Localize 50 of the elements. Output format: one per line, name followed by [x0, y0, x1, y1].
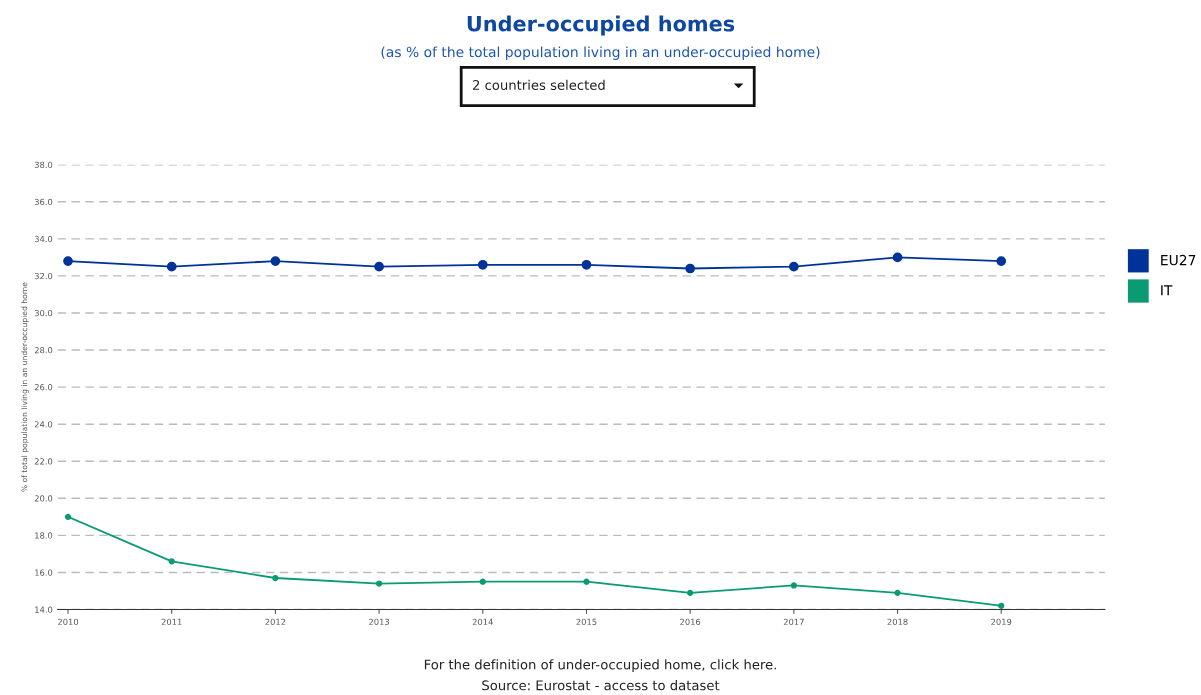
y-tick-label: 14.0	[35, 606, 53, 613]
point	[477, 259, 488, 270]
y-tick-label: 26.0	[34, 384, 53, 391]
point	[272, 574, 279, 582]
point	[581, 259, 592, 270]
point	[685, 263, 696, 274]
point	[892, 252, 903, 263]
y-tick-label: 18.0	[35, 532, 53, 539]
x-tick-label: 2017	[783, 618, 804, 625]
point	[790, 582, 797, 589]
x-tick-label: 2012	[265, 618, 286, 625]
y-tick-label: 16.0	[35, 569, 53, 576]
x-tick-label: 2010	[58, 618, 79, 625]
x-tick-label: 2015	[576, 618, 597, 625]
x-tick-label: 2013	[369, 618, 390, 625]
point	[998, 602, 1005, 609]
point	[374, 261, 384, 272]
point	[375, 580, 383, 587]
point	[479, 578, 486, 585]
y-tick-label: 22.0	[34, 458, 53, 465]
y-tick-label: 28.0	[34, 347, 53, 354]
point	[270, 256, 281, 266]
point	[687, 589, 694, 596]
y-tick-label: 32.0	[34, 272, 53, 280]
x-tick-label: 2014	[472, 618, 493, 625]
x-tick-label: 2018	[887, 618, 908, 625]
text: 2 countries selected	[472, 79, 605, 91]
point	[583, 578, 590, 585]
chart-title: Under-occupied homes	[467, 15, 735, 36]
point	[168, 558, 175, 565]
legend-label: IT	[1161, 285, 1173, 296]
point	[788, 261, 799, 272]
y-tick-label: 24.0	[34, 421, 53, 428]
y-tick-label: 38.0	[34, 161, 53, 168]
point	[63, 256, 73, 266]
point	[64, 513, 72, 520]
chart-subtitle: (as % of the total population living in an under-occupied home)	[381, 46, 820, 60]
point	[894, 589, 901, 596]
x-tick-label: 2016	[680, 618, 701, 625]
point	[166, 261, 177, 272]
text: For the definition of under-occupied home, click here.	[424, 659, 776, 673]
y-tick-label: 20.0	[34, 495, 53, 502]
y-tick-label: 30.0	[34, 309, 53, 317]
point	[996, 256, 1007, 266]
x-tick-label: 2019	[991, 618, 1012, 625]
source-note: Source: Eurostat - access to dataset	[482, 680, 720, 691]
legend-label: EU27	[1161, 254, 1196, 266]
y-tick-label: 36.0	[34, 198, 53, 206]
x-tick-label: 2011	[161, 618, 182, 625]
y-tick-label: 34.0	[34, 235, 53, 243]
